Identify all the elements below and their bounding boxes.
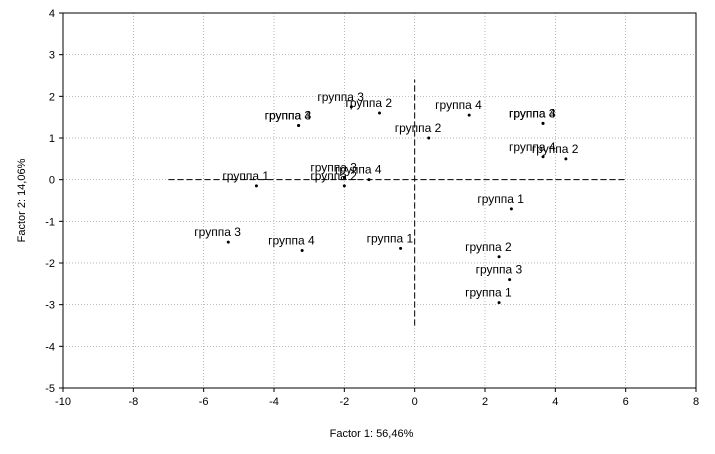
point-label: группа 4	[268, 234, 315, 248]
data-point	[297, 124, 301, 127]
plot-frame	[62, 12, 697, 389]
data-point	[342, 176, 346, 180]
point-label: группа 4	[265, 109, 312, 123]
x-tick-label: -10	[55, 396, 71, 408]
point-label: группа 2	[465, 240, 512, 254]
x-tick-label: -4	[269, 396, 279, 408]
axes	[59, 12, 697, 392]
point-label: группа 3	[310, 161, 357, 175]
data-point	[399, 246, 403, 250]
point-label: группа 4	[335, 163, 382, 177]
y-tick-label: 2	[49, 91, 55, 103]
point-label: группа 3	[317, 90, 364, 104]
point-label: группа 4	[435, 98, 482, 112]
point-label: группа 4	[509, 140, 556, 154]
y-tick-label: 0	[49, 175, 55, 187]
point-label: группа 1	[465, 286, 512, 300]
y-tick-label: -4	[45, 341, 55, 353]
point-label: группа 3	[265, 109, 312, 123]
point-label: группа 2	[310, 169, 357, 183]
data-point	[541, 121, 545, 125]
x-axis-label: Factor 1: 56,46%	[330, 428, 414, 440]
data-point	[508, 278, 512, 282]
grid-layer	[63, 13, 696, 388]
data-point	[349, 105, 353, 109]
reference-lines	[168, 79, 626, 326]
data-point	[497, 255, 501, 259]
data-point	[342, 184, 346, 188]
data-points	[226, 105, 568, 305]
x-tick-label: 6	[623, 396, 629, 408]
y-axis-label: Factor 2: 14,06%	[16, 158, 28, 242]
y-tick-label: 3	[49, 50, 55, 62]
y-tick-label: -1	[45, 216, 55, 228]
x-tick-label: -6	[199, 396, 209, 408]
x-tick-label: 8	[693, 396, 699, 408]
y-tick-label: 1	[49, 133, 55, 145]
y-tick-label: -2	[45, 258, 55, 270]
data-point	[226, 240, 230, 244]
point-label: группа 2	[346, 96, 393, 110]
data-point	[467, 113, 471, 117]
point-label: группа 1	[477, 192, 524, 206]
x-tick-label: -8	[128, 396, 138, 408]
point-label: группа 4	[509, 106, 556, 120]
data-point	[254, 184, 258, 188]
point-label: группа 3	[509, 106, 556, 120]
point-label: группа 2	[395, 121, 442, 135]
point-label: группа 3	[194, 225, 241, 239]
y-tick-label: -3	[45, 300, 55, 312]
data-point	[427, 136, 431, 140]
x-tick-label: 4	[552, 396, 558, 408]
data-point	[564, 157, 568, 161]
data-point	[509, 207, 513, 211]
data-point	[497, 301, 501, 305]
point-label: группа 2	[532, 142, 579, 156]
data-point	[541, 155, 545, 159]
x-tick-label: -2	[339, 396, 349, 408]
y-tick-label: 4	[49, 8, 55, 20]
point-label: группа 1	[222, 169, 269, 183]
point-label: группа 1	[367, 231, 414, 245]
data-point	[300, 249, 304, 252]
x-tick-label: 2	[482, 396, 488, 408]
data-point	[378, 111, 381, 115]
point-label: группа 3	[476, 263, 523, 277]
x-tick-label: 0	[412, 396, 418, 408]
y-tick-label: -5	[45, 383, 55, 395]
data-point	[367, 178, 371, 182]
